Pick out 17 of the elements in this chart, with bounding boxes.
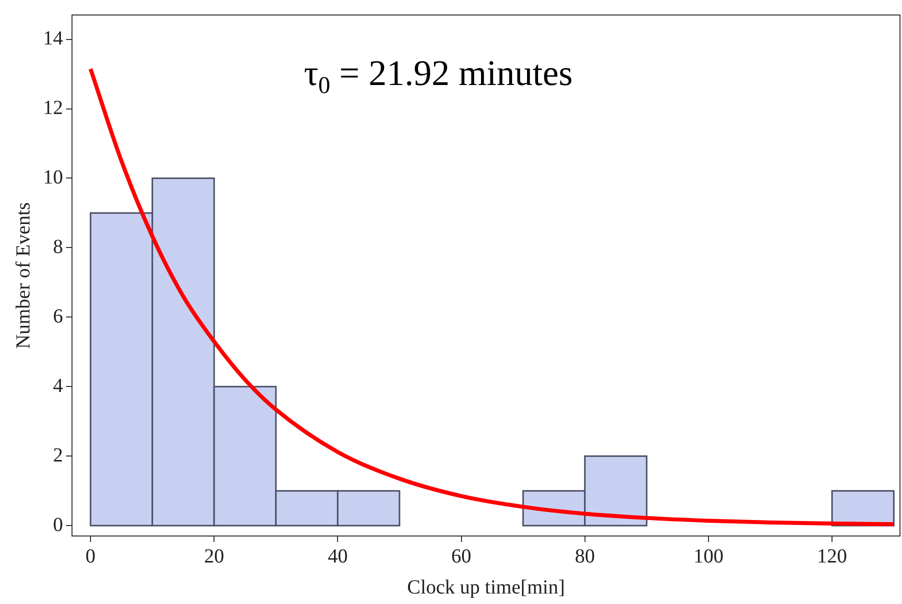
- y-tick-label: 14: [43, 28, 63, 50]
- y-tick-label: 10: [43, 166, 63, 188]
- y-tick-label: 4: [53, 374, 63, 397]
- y-tick-label: 0: [53, 514, 63, 536]
- y-tick-label: 8: [53, 236, 63, 258]
- x-axis-title: Clock up time[min]: [407, 576, 565, 598]
- x-tick-label: 40: [328, 545, 348, 568]
- x-tick-label: 100: [693, 545, 724, 568]
- y-tick-label: 6: [53, 305, 63, 328]
- y-tick-label: 12: [43, 97, 63, 120]
- y-tick-label: 2: [53, 444, 63, 466]
- x-tick-label: 80: [574, 545, 595, 568]
- x-tick-label: 120: [817, 545, 848, 568]
- y-axis-title: Number of Events: [12, 202, 34, 349]
- x-tick-label: 60: [451, 545, 472, 568]
- x-tick-label: 20: [204, 545, 224, 568]
- x-tick-label: 0: [86, 545, 96, 568]
